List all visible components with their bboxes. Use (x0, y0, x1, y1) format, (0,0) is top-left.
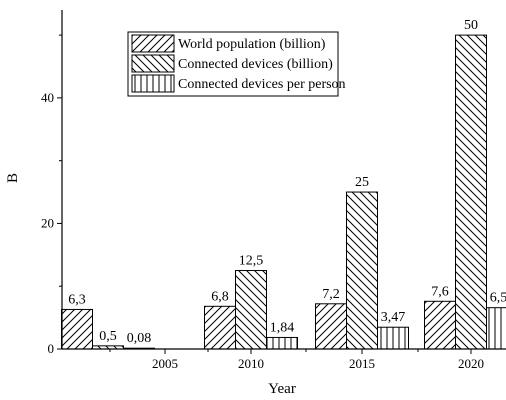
data-labels-layer: 6,3 6,8 7,2 7,6 0,5 12,5 25 50 0,08 1,84 3,47 6,58 (68, 18, 506, 346)
data-label-series-3-cat-4: 3,47 (381, 310, 406, 325)
data-label-series-3-cat-3: 1,84 (270, 320, 295, 335)
data-label-series-1-cat-4: 7,2 (322, 287, 340, 302)
bar-series-3-cat-5 (486, 307, 506, 350)
y-axis-title: B (5, 173, 21, 183)
x-tick-label: 2005 (152, 356, 178, 371)
bar-series-2-cat-5 (455, 34, 487, 350)
legend-swatch-2 (131, 54, 175, 73)
bar-series-2-cat-4 (346, 191, 378, 350)
data-label-series-2-cat-1: 0,5 (99, 329, 117, 344)
bar-series-1-cat-3 (204, 305, 236, 350)
x-axis-title: Year (268, 381, 296, 397)
bars-layer (61, 34, 506, 350)
data-label-series-3-cat-5: 6,58 (490, 291, 506, 306)
legend-label-1: World population (billion) (178, 37, 326, 52)
x-tick-label: 2015 (349, 356, 375, 371)
data-label-series-1-cat-3: 6,8 (211, 289, 229, 304)
y-tick-label: 0 (48, 341, 55, 356)
data-label-series-1-cat-1: 6,3 (68, 292, 86, 307)
data-label-series-3-cat-1: 0,08 (127, 331, 152, 346)
legend-swatch-1 (131, 34, 175, 53)
data-label-series-2-cat-4: 25 (355, 175, 369, 190)
axes-layer: 0 20 40 2005 2010 2015 2020 (41, 10, 506, 371)
data-label-series-1-cat-5: 7,6 (431, 284, 449, 299)
bar-series-3-cat-3 (266, 336, 298, 350)
bar-series-1-cat-1 (61, 308, 93, 350)
bar-series-3-cat-4 (377, 326, 409, 350)
legend-label-2: Connected devices (billion) (178, 57, 333, 72)
legend-label-3: Connected devices per person (178, 77, 346, 92)
bar-series-1-cat-5 (424, 300, 456, 350)
y-tick-label: 20 (41, 215, 54, 230)
data-label-series-2-cat-3: 12,5 (239, 254, 264, 269)
legend: World population (billion) Connected devi… (127, 31, 346, 97)
x-tick-label: 2010 (238, 356, 264, 371)
legend-swatch-3 (131, 74, 175, 93)
y-tick-label: 40 (41, 90, 54, 105)
x-tick-label: 2020 (458, 356, 484, 371)
bar-series-2-cat-3 (235, 270, 267, 350)
bar-series-1-cat-4 (315, 303, 347, 350)
data-label-series-2-cat-5: 50 (464, 18, 478, 33)
